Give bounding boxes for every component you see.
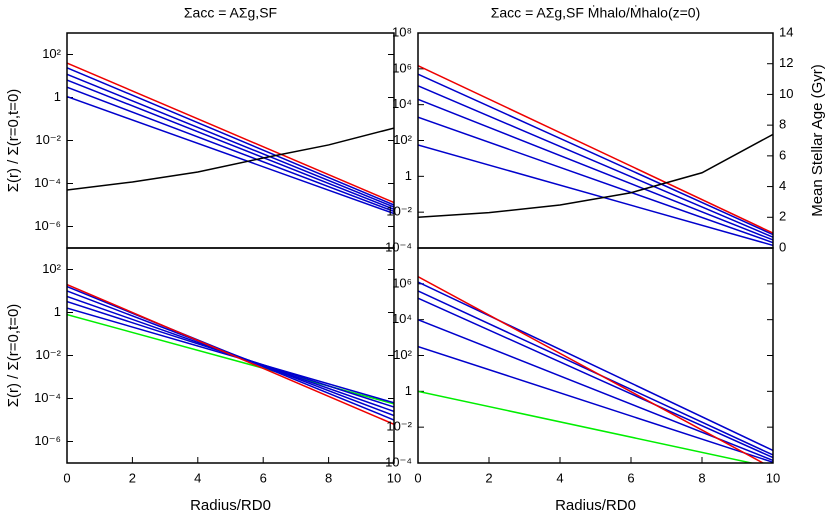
y-tick-label: 10⁻⁶ xyxy=(34,433,61,448)
x-tick-label: 8 xyxy=(698,470,705,485)
y-tick-label: 1 xyxy=(54,89,61,104)
series-line xyxy=(418,98,773,241)
y-tick-label: 10⁻⁶ xyxy=(34,218,61,233)
y-tick-label: 10² xyxy=(393,132,412,147)
x-tick-label: 6 xyxy=(627,470,634,485)
x-tick-label: 2 xyxy=(129,470,136,485)
series-line xyxy=(418,281,773,452)
y-tick-label: 10⁻² xyxy=(35,347,61,362)
x-tick-label: 4 xyxy=(556,470,563,485)
y2-tick-label: 12 xyxy=(779,55,793,70)
series-line xyxy=(67,73,394,208)
series-line xyxy=(418,144,773,247)
y-tick-label: 10⁻² xyxy=(386,204,412,219)
y-tick-label: 10⁻⁴ xyxy=(385,239,412,254)
plot-frame xyxy=(417,32,774,249)
y2-tick-label: 10 xyxy=(779,86,793,101)
plot-frame xyxy=(66,247,395,464)
y2-tick-label: 6 xyxy=(779,147,786,162)
x-tick-label: 2 xyxy=(485,470,492,485)
series-line xyxy=(418,116,773,244)
series-line xyxy=(67,62,394,204)
y2-tick-label: 8 xyxy=(779,117,786,132)
x-tick-label: 10 xyxy=(387,470,401,485)
y-tick-label: 10⁻² xyxy=(35,132,61,147)
series-line xyxy=(418,345,773,463)
y-tick-label: 10² xyxy=(42,261,61,276)
y-tick-label: 10⁶ xyxy=(392,275,412,290)
series-line xyxy=(67,86,394,213)
series-line xyxy=(67,67,394,206)
series-line xyxy=(67,307,394,404)
y-axis-label: Σ(r) / Σ(r=0,t=0) xyxy=(5,304,22,408)
y-tick-label: 10⁴ xyxy=(392,96,412,111)
series-line xyxy=(418,390,755,463)
y2-tick-label: 2 xyxy=(779,209,786,224)
series-line xyxy=(418,297,773,459)
y-tick-label: 10⁻⁴ xyxy=(34,175,61,190)
x-axis-label: Radius/RD0 xyxy=(555,497,636,514)
y-tick-label: 1 xyxy=(405,383,412,398)
series-line xyxy=(418,276,765,463)
y2-axis-label: Mean Stellar Age (Gyr) xyxy=(809,64,826,217)
y-tick-label: 10⁻⁴ xyxy=(385,454,412,469)
series-line xyxy=(67,127,394,191)
series-line xyxy=(67,79,394,211)
y-tick-label: 10⁻⁴ xyxy=(34,390,61,405)
x-tick-label: 10 xyxy=(766,470,780,485)
series-line xyxy=(67,283,394,425)
y-axis-label: Σ(r) / Σ(r=0,t=0) xyxy=(5,89,22,193)
y-tick-label: 10⁶ xyxy=(392,60,412,75)
y2-tick-label: 14 xyxy=(779,24,793,39)
series-line xyxy=(67,95,394,215)
x-axis-label: Radius/RD0 xyxy=(190,497,271,514)
y-tick-label: 10⁸ xyxy=(392,24,412,39)
y2-tick-label: 4 xyxy=(779,178,786,193)
plot-frame xyxy=(417,247,774,464)
series-line xyxy=(418,133,773,219)
y2-tick-label: 0 xyxy=(779,239,786,254)
y-tick-label: 10² xyxy=(42,46,61,61)
y-tick-label: 1 xyxy=(405,168,412,183)
panel-title: Σacc = AΣg,SF Ṁhalo/Ṁhalo(z=0) xyxy=(491,4,701,21)
y-tick-label: 1 xyxy=(54,304,61,319)
y-tick-label: 10⁴ xyxy=(392,311,412,326)
series-line xyxy=(418,73,773,236)
panel-title: Σacc = AΣg,SF xyxy=(184,5,277,21)
y-tick-label: 10² xyxy=(393,347,412,362)
x-tick-label: 0 xyxy=(414,470,421,485)
series-line xyxy=(418,65,773,234)
y-tick-label: 10⁻² xyxy=(386,419,412,434)
series-line xyxy=(418,85,773,238)
x-tick-label: 8 xyxy=(325,470,332,485)
x-tick-label: 0 xyxy=(63,470,70,485)
x-tick-label: 6 xyxy=(260,470,267,485)
x-tick-label: 4 xyxy=(194,470,201,485)
series-line xyxy=(67,285,394,421)
